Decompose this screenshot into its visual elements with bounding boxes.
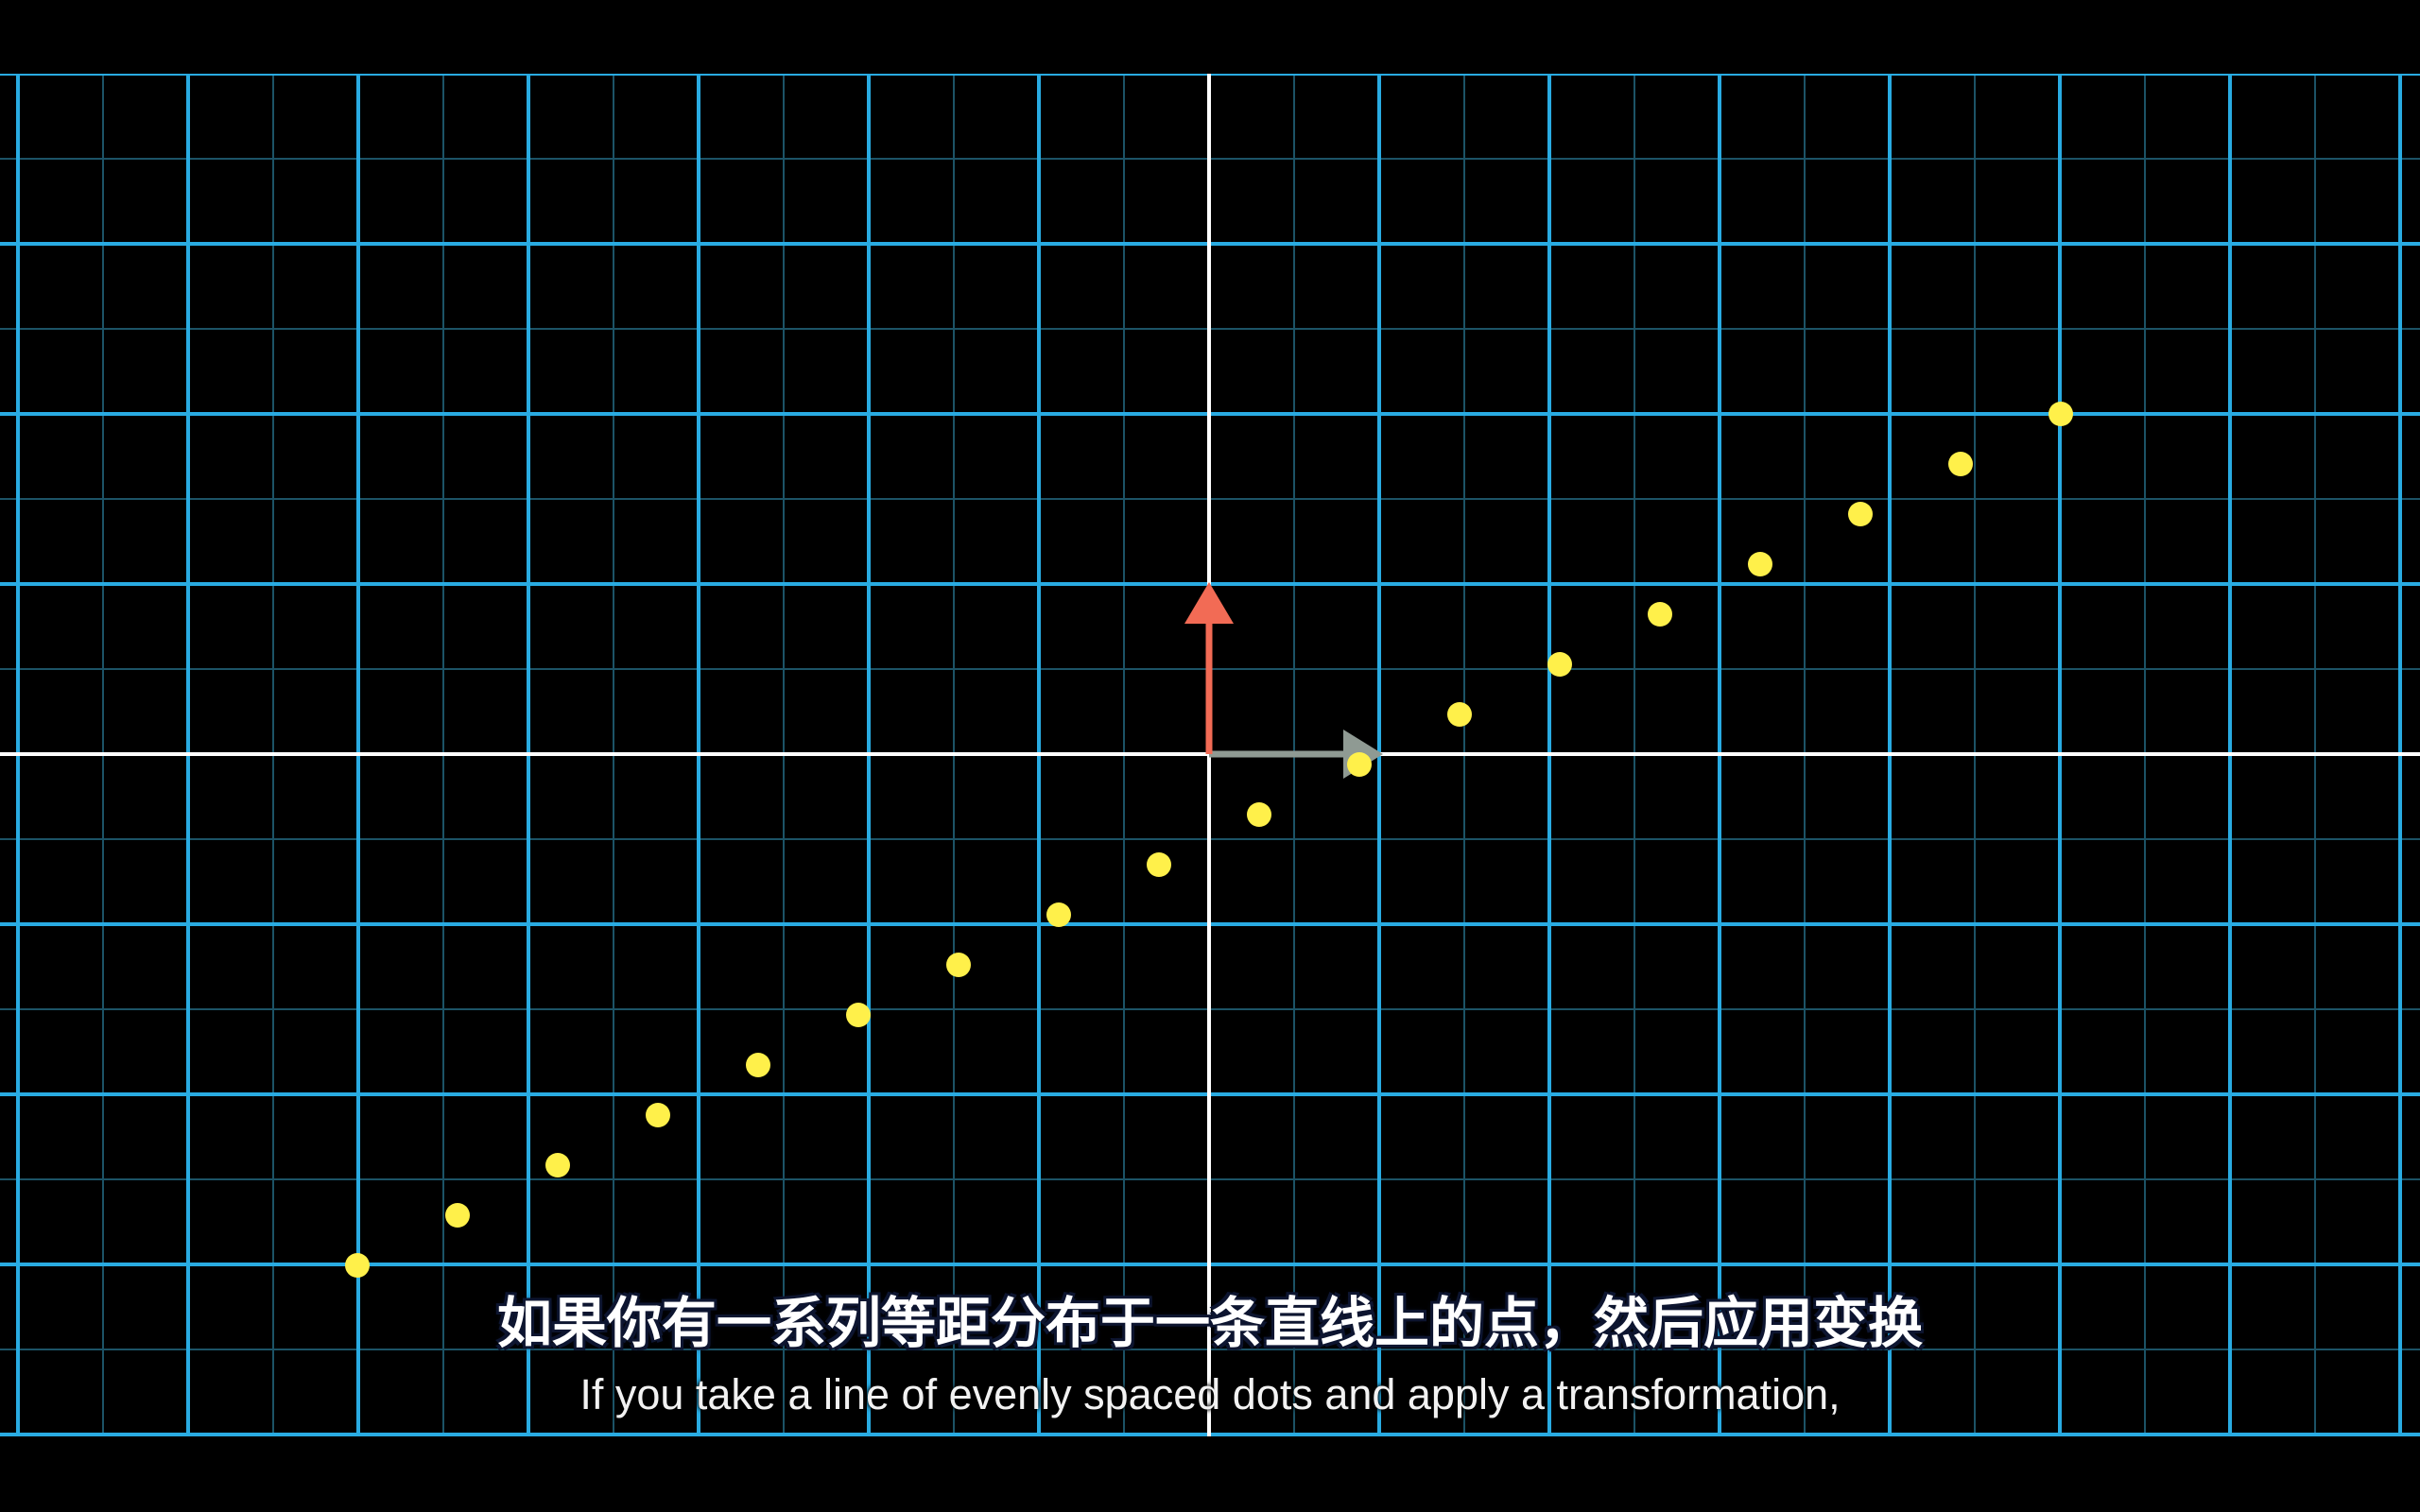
dot-16 (1848, 502, 1873, 526)
dot-9 (1147, 852, 1171, 877)
letterbox-bottom (0, 1436, 2420, 1512)
dot-3 (545, 1153, 570, 1177)
dot-2 (445, 1203, 470, 1228)
coordinate-grid-scene (0, 74, 2420, 1436)
dot-14 (1648, 602, 1672, 627)
subtitle-chinese: 如果你有一系列等距分布于一条直线上的点，然后应用变换 (496, 1291, 1923, 1355)
j-hat-arrowhead (1184, 582, 1234, 624)
dot-18 (2048, 402, 2073, 426)
dot-5 (746, 1053, 770, 1077)
dot-11 (1347, 752, 1372, 777)
dot-7 (946, 953, 971, 977)
dot-17 (1948, 452, 1973, 476)
dot-13 (1547, 652, 1572, 677)
transformed-dots (345, 402, 2073, 1278)
video-canvas (0, 74, 2420, 1436)
subtitle-english: If you take a line of evenly spaced dots… (579, 1370, 1841, 1418)
dot-8 (1046, 902, 1071, 927)
dot-4 (646, 1103, 670, 1127)
dot-12 (1447, 702, 1472, 727)
letterbox-top (0, 0, 2420, 74)
dot-10 (1247, 802, 1271, 827)
dot-6 (846, 1003, 871, 1027)
dot-15 (1748, 552, 1772, 576)
dot-1 (345, 1253, 370, 1278)
